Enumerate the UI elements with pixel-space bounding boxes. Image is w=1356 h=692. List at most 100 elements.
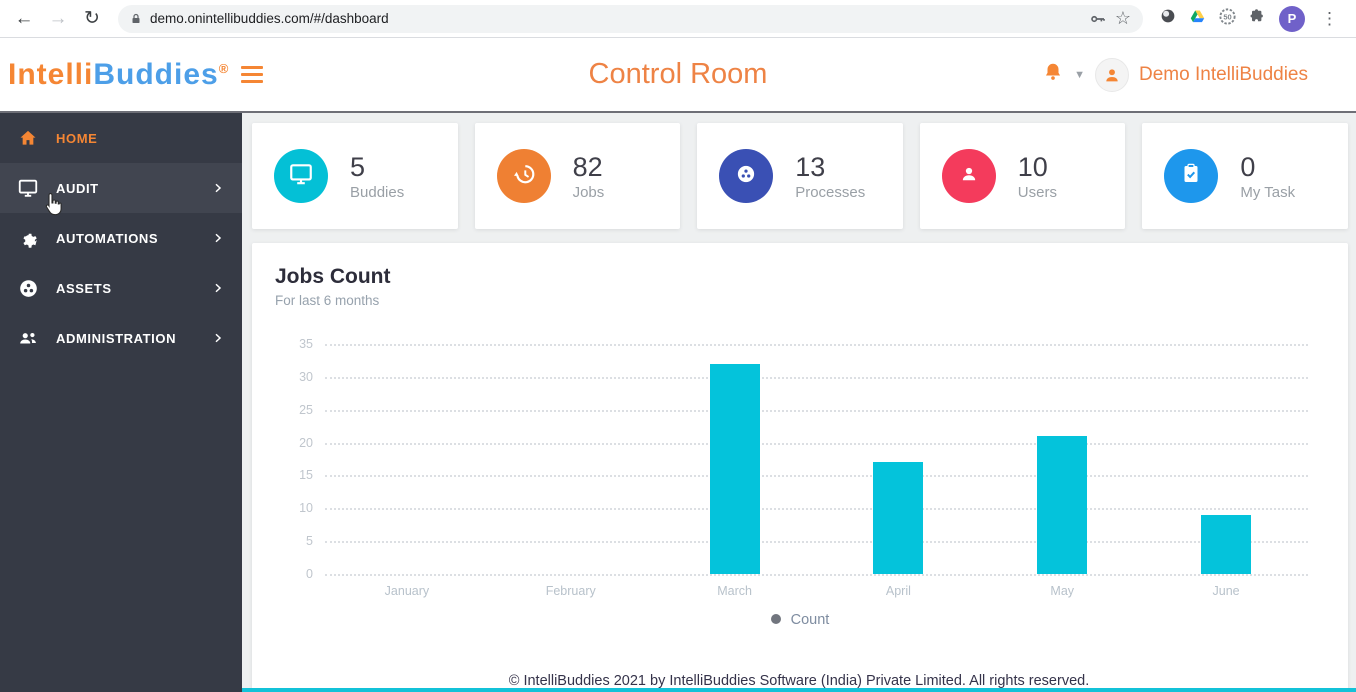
chevron-right-icon [212, 182, 224, 194]
logo-intelli: Intelli [8, 57, 94, 91]
history-icon [511, 161, 537, 192]
bar-april[interactable] [873, 462, 924, 574]
app-header: IntelliBuddies® Control Room ▼ Demo Inte… [0, 38, 1356, 113]
stat-label: Jobs [572, 183, 605, 201]
x-axis-label: January [384, 584, 430, 598]
gridline [325, 409, 1308, 412]
bar-march[interactable] [709, 363, 760, 574]
x-axis-label: March [717, 584, 752, 598]
sidebar-item-assets[interactable]: ASSETS [0, 263, 242, 313]
stat-label: My Task [1240, 183, 1296, 201]
stat-icon-circle [941, 149, 996, 203]
app-logo: IntelliBuddies® [8, 58, 229, 92]
browser-toolbar: ← → ↻ demo.onintellibuddies.com/#/dashbo… [0, 0, 1356, 38]
stat-card-jobs[interactable]: 82 Jobs [474, 123, 681, 229]
sidebar-item-home[interactable]: HOME [0, 113, 242, 163]
browser-profile-avatar[interactable]: P [1279, 5, 1305, 32]
clipboard-check-icon [1179, 162, 1203, 191]
user-name[interactable]: Demo IntelliBuddies [1139, 63, 1308, 85]
x-axis-label: May [1050, 584, 1075, 598]
sidebar-item-administration[interactable]: ADMINISTRATION [0, 313, 242, 363]
y-axis-tick: 0 [306, 567, 313, 581]
forward-icon[interactable]: → [48, 7, 68, 29]
stat-value: 0 [1240, 151, 1256, 182]
reel-icon [15, 278, 41, 299]
sidebar: HOME AUDIT AUTOMATIONS ASSETS [0, 113, 242, 692]
gridline [325, 574, 1308, 576]
legend-label[interactable]: Count [790, 612, 830, 628]
url-text[interactable]: demo.onintellibuddies.com/#/dashboard [150, 11, 389, 26]
stats-row: 5 Buddies 82 Jobs 13 Process [252, 123, 1348, 229]
address-bar[interactable]: demo.onintellibuddies.com/#/dashboard ☆ [118, 4, 1143, 33]
sidebar-item-label: AUTOMATIONS [56, 230, 159, 246]
x-axis-label: June [1212, 584, 1240, 598]
chart-plot [325, 344, 1308, 576]
back-icon[interactable]: ← [14, 7, 34, 29]
logo-buddies: Buddies [93, 57, 219, 91]
chevron-down-icon[interactable]: ▼ [1074, 68, 1086, 81]
gridline [325, 344, 1308, 346]
drive-icon[interactable] [1189, 8, 1206, 30]
stat-value: 5 [350, 151, 366, 182]
bar-june[interactable] [1201, 514, 1252, 574]
gridline [325, 508, 1308, 511]
gear-icon [15, 228, 41, 249]
lock-icon [130, 12, 142, 26]
chart-subtitle: For last 6 months [275, 293, 380, 308]
header-right: ▼ Demo IntelliBuddies [1042, 57, 1356, 92]
monitor-icon [15, 177, 41, 199]
bell-icon[interactable] [1042, 61, 1064, 88]
x-axis-label: February [545, 584, 596, 598]
sidebar-item-label: ASSETS [56, 280, 112, 296]
chart-y-axis: 35 30 25 20 15 10 5 0 [252, 337, 325, 581]
star-icon[interactable]: ☆ [1114, 8, 1131, 28]
sidebar-item-audit[interactable]: AUDIT [0, 163, 242, 213]
y-axis-tick: 35 [299, 337, 313, 351]
stat-icon-circle [719, 149, 774, 203]
stat-card-processes[interactable]: 13 Processes [697, 123, 903, 229]
stat-label: Processes [795, 183, 866, 201]
stat-icon-circle [274, 149, 328, 203]
badge-50-icon[interactable]: 50 [1218, 7, 1237, 31]
extensions-area: 50 P ⋮ [1155, 5, 1346, 32]
stat-icon-circle [496, 149, 551, 203]
footer-copyright: © IntelliBuddies 2021 by IntelliBuddies … [508, 673, 1090, 689]
process-icon [733, 161, 759, 192]
stat-value: 82 [572, 151, 603, 182]
people-icon [15, 327, 41, 349]
bottom-accent-strip [242, 688, 1356, 692]
user-avatar[interactable] [1095, 57, 1130, 92]
stat-label: Buddies [350, 183, 405, 201]
reload-icon[interactable]: ↻ [84, 8, 100, 29]
chevron-right-icon [212, 332, 224, 344]
sidebar-item-label: ADMINISTRATION [56, 330, 177, 346]
monitor-icon [288, 161, 314, 192]
bar-chart: 35 30 25 20 15 10 5 0 [252, 337, 1308, 581]
stat-card-buddies[interactable]: 5 Buddies [252, 123, 458, 229]
puzzle-icon[interactable] [1249, 7, 1267, 30]
hamburger-menu-icon[interactable] [241, 66, 264, 83]
stat-card-users[interactable]: 10 Users [919, 123, 1126, 229]
chart-title: Jobs Count [275, 265, 391, 288]
y-axis-tick: 20 [299, 435, 313, 450]
gridline [325, 541, 1308, 544]
menu-kebab-icon[interactable]: ⋮ [1321, 8, 1338, 28]
y-axis-tick: 15 [299, 468, 313, 483]
sidebar-item-automations[interactable]: AUTOMATIONS [0, 213, 242, 263]
stat-card-my-task[interactable]: 0 My Task [1142, 123, 1348, 229]
main-content: 5 Buddies 82 Jobs 13 Process [242, 113, 1356, 692]
key-icon[interactable] [1089, 10, 1107, 28]
extension-circle-icon[interactable] [1159, 7, 1177, 30]
x-axis-label: April [885, 584, 911, 598]
stat-icon-circle [1164, 149, 1219, 203]
bar-may[interactable] [1037, 436, 1088, 574]
logo-registered-mark: ® [218, 60, 230, 76]
y-axis-tick: 25 [299, 402, 313, 417]
user-icon [956, 161, 982, 192]
svg-text:50: 50 [1223, 12, 1231, 21]
home-icon [15, 128, 41, 148]
chevron-right-icon [212, 232, 224, 244]
stat-value: 10 [1017, 151, 1048, 182]
gridline [325, 442, 1308, 445]
chart-legend: Count [252, 612, 1348, 628]
